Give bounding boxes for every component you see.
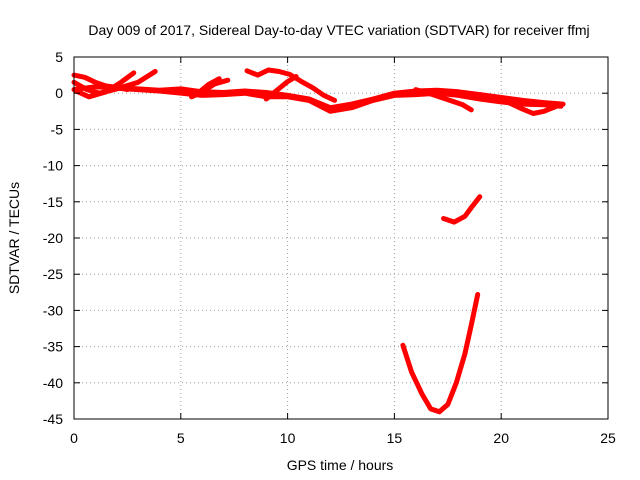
y-tick-label: -10 (43, 158, 63, 174)
x-tick-label: 25 (600, 430, 616, 446)
y-tick-label: 0 (55, 85, 63, 101)
y-tick-label: -5 (51, 121, 64, 137)
series-line-13 (400, 292, 481, 415)
x-tick-label: 5 (177, 430, 185, 446)
series-line-3 (73, 70, 137, 100)
y-tick-label: -25 (43, 266, 63, 282)
y-tick-label: -35 (43, 339, 63, 355)
chart-title: Day 009 of 2017, Sidereal Day-to-day VTE… (88, 22, 589, 38)
y-tick-label: -20 (43, 230, 63, 246)
x-tick-labels: 0 5 10 15 20 25 (70, 430, 616, 446)
series-line-12 (441, 194, 483, 225)
y-tick-label: 5 (55, 49, 63, 65)
y-tick-label: -45 (43, 411, 63, 427)
y-tick-label: -30 (43, 302, 63, 318)
series-line-10 (413, 87, 474, 113)
x-axis-label: GPS time / hours (287, 457, 394, 473)
x-tick-label: 20 (493, 430, 509, 446)
series-line-8 (244, 67, 338, 103)
x-tick-label: 0 (70, 430, 78, 446)
y-tick-labels: 5 0 -5 -10 -15 -20 -25 -30 -35 -40 -45 (43, 49, 63, 427)
y-tick-label: -15 (43, 194, 63, 210)
y-axis-label: SDTVAR / TECUs (6, 182, 22, 294)
series-layer (71, 67, 566, 415)
axis-ticks (73, 56, 609, 420)
y-tick-label: -40 (43, 375, 63, 391)
x-tick-label: 10 (280, 430, 296, 446)
series-line-9 (263, 74, 299, 102)
series-line-7 (189, 77, 231, 100)
x-tick-label: 15 (387, 430, 403, 446)
grid-lines (74, 57, 608, 419)
series-line-11 (477, 92, 560, 116)
